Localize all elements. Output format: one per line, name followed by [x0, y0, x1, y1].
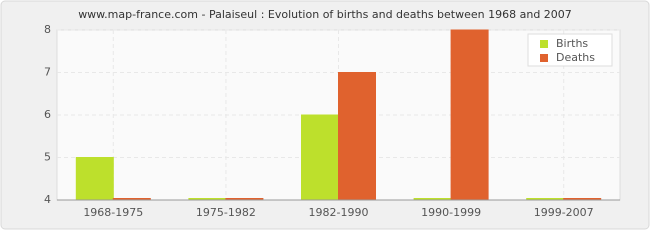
- legend-swatch: [540, 54, 548, 62]
- x-tick-label: 1968-1975: [83, 206, 143, 219]
- bar: [301, 114, 339, 201]
- bar: [338, 72, 376, 201]
- chart-title: www.map-france.com - Palaiseul : Evoluti…: [78, 8, 572, 21]
- y-tick-label: 7: [44, 66, 51, 79]
- x-tick-label: 1990-1999: [421, 206, 481, 219]
- legend-label: Deaths: [556, 51, 595, 64]
- legend-label: Births: [556, 37, 588, 50]
- x-tick-label: 1975-1982: [196, 206, 256, 219]
- chart: www.map-france.com - Palaiseul : Evoluti…: [0, 0, 650, 230]
- legend-swatch: [540, 40, 548, 48]
- y-tick-label: 5: [44, 151, 51, 164]
- bar: [75, 157, 114, 201]
- y-tick-label: 8: [44, 23, 51, 36]
- y-tick-label: 6: [44, 108, 51, 121]
- y-tick-label: 4: [44, 193, 51, 206]
- x-tick-label: 1982-1990: [309, 206, 369, 219]
- bar: [450, 29, 489, 201]
- x-tick-label: 1999-2007: [534, 206, 594, 219]
